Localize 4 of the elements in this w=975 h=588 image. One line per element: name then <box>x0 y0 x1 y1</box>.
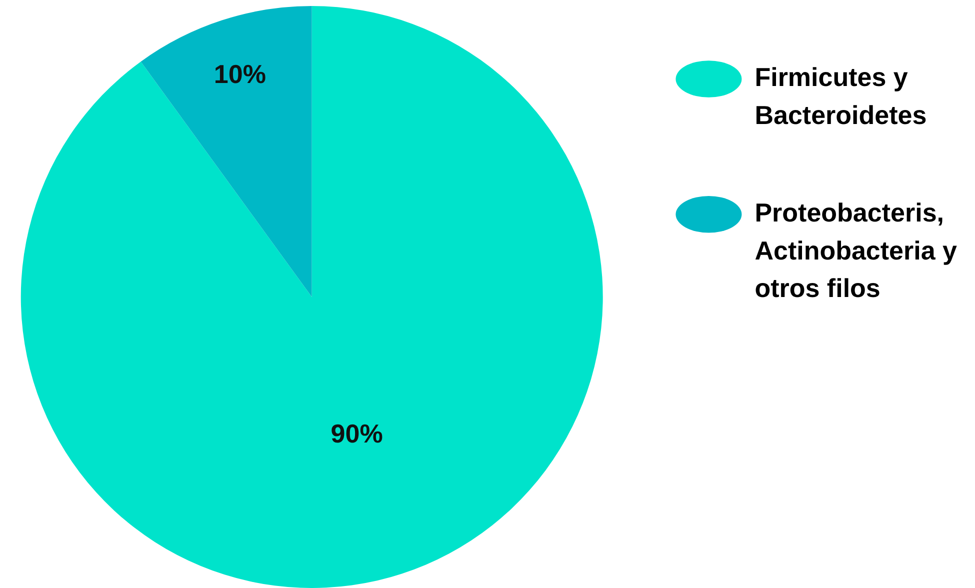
legend-label: Firmicutes y Bacteroidetes <box>754 62 927 130</box>
legend-label: Proteobacteris, Actinobacteria y otros filos <box>754 198 958 303</box>
data-label: 90% <box>330 418 383 449</box>
data-label: 10% <box>214 58 266 89</box>
